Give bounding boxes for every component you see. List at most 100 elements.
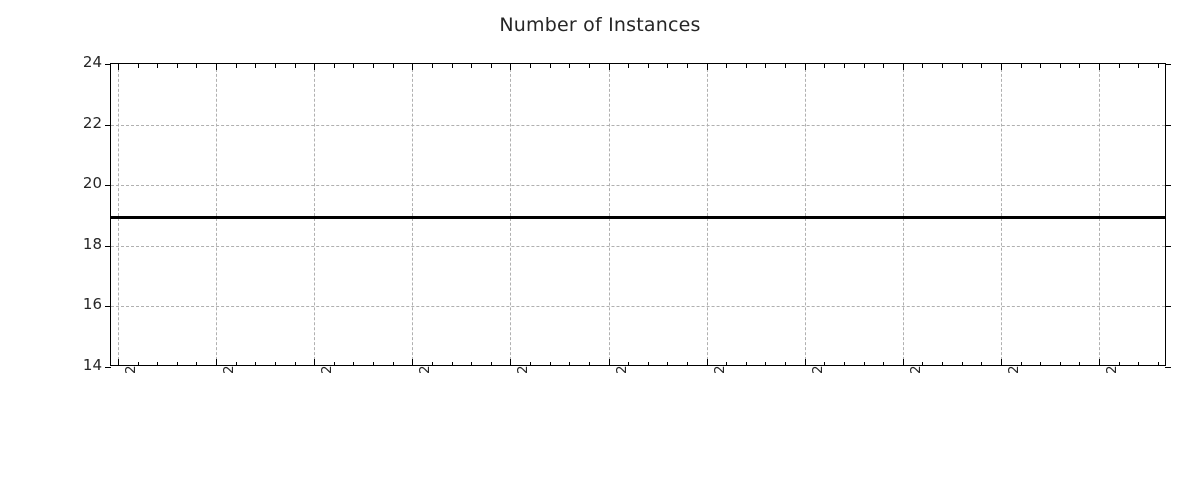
gridline-vertical — [608, 64, 610, 365]
x-tick-minor — [569, 64, 571, 68]
x-tick-minor — [353, 64, 355, 68]
x-tick-minor — [274, 361, 276, 365]
y-tick — [105, 185, 111, 187]
y-tick — [105, 245, 111, 247]
x-tick-minor — [137, 361, 139, 365]
x-tick-minor — [863, 361, 865, 365]
x-tick-minor — [588, 64, 590, 68]
plot-area — [105, 63, 1171, 368]
y-tick — [105, 367, 111, 368]
y-tick-label: 24 — [82, 53, 102, 71]
x-tick-minor — [255, 64, 257, 68]
x-tick-major — [510, 359, 512, 365]
gridline-vertical — [412, 64, 414, 365]
gridline-vertical — [1099, 64, 1100, 365]
x-tick-minor — [196, 64, 198, 68]
x-tick-minor — [235, 64, 237, 68]
x-tick-minor — [942, 64, 944, 68]
x-tick-minor — [176, 64, 178, 68]
x-tick-minor — [490, 64, 492, 68]
x-tick-minor — [647, 361, 649, 365]
y-tick — [105, 64, 111, 65]
x-tick-minor — [137, 64, 139, 68]
x-tick-minor — [1118, 64, 1120, 68]
x-tick-major — [314, 359, 316, 365]
x-tick-minor — [1138, 64, 1140, 68]
x-tick-major — [706, 64, 708, 70]
y-tick-label: 14 — [82, 356, 102, 374]
gridline-vertical — [216, 64, 218, 365]
x-tick-minor — [1040, 361, 1042, 365]
x-tick-minor — [628, 361, 630, 365]
x-tick-minor — [1059, 64, 1061, 68]
y-tick-label: 16 — [82, 295, 102, 314]
x-tick-minor — [1059, 361, 1061, 365]
y-tick-label: 22 — [82, 113, 102, 132]
x-tick-minor — [431, 361, 433, 365]
x-tick-minor — [843, 361, 845, 365]
x-tick-minor — [883, 361, 885, 365]
series-line — [111, 215, 1165, 219]
y-tick-label: 18 — [82, 234, 102, 253]
x-tick-minor — [667, 64, 669, 68]
y-tick — [105, 306, 111, 308]
gridline-horizontal — [111, 245, 1165, 247]
x-tick-major — [902, 359, 904, 365]
x-tick-minor — [922, 361, 924, 365]
x-tick-major — [118, 359, 119, 365]
x-tick-minor — [863, 64, 865, 68]
gridline-horizontal — [111, 306, 1165, 308]
y-tick — [1165, 367, 1171, 368]
x-tick-major — [412, 64, 414, 70]
x-tick-minor — [745, 64, 747, 68]
x-tick-major — [804, 64, 806, 70]
x-tick-minor — [333, 361, 335, 365]
x-tick-minor — [628, 64, 630, 68]
x-tick-minor — [785, 64, 787, 68]
x-tick-minor — [471, 64, 473, 68]
x-tick-minor — [255, 361, 257, 365]
x-tick-minor — [843, 64, 845, 68]
x-tick-major — [314, 64, 316, 70]
x-tick-major — [902, 64, 904, 70]
gridline-vertical — [902, 64, 904, 365]
x-tick-minor — [1079, 361, 1081, 365]
x-tick-minor — [490, 361, 492, 365]
x-tick-minor — [981, 64, 983, 68]
y-tick — [105, 124, 111, 126]
y-tick — [1165, 245, 1171, 247]
x-tick-minor — [1079, 64, 1081, 68]
x-tick-minor — [353, 361, 355, 365]
x-tick-minor — [824, 361, 826, 365]
x-tick-minor — [667, 361, 669, 365]
x-tick-minor — [157, 361, 159, 365]
y-tick — [1165, 124, 1171, 126]
x-tick-minor — [471, 361, 473, 365]
gridline-vertical — [118, 64, 119, 365]
x-tick-minor — [549, 64, 551, 68]
x-tick-minor — [196, 361, 198, 365]
x-tick-minor — [686, 64, 688, 68]
gridline-vertical — [1000, 64, 1002, 365]
x-tick-minor — [431, 64, 433, 68]
x-tick-minor — [392, 64, 394, 68]
x-tick-major — [1000, 359, 1002, 365]
x-tick-minor — [1020, 361, 1022, 365]
x-tick-minor — [961, 361, 963, 365]
gridline-vertical — [706, 64, 708, 365]
x-tick-minor — [1020, 64, 1022, 68]
gridline-vertical — [804, 64, 806, 365]
y-tick — [1165, 306, 1171, 308]
gridline-horizontal — [111, 185, 1165, 187]
x-tick-minor — [530, 64, 532, 68]
x-tick-minor — [235, 361, 237, 365]
x-tick-minor — [981, 361, 983, 365]
x-tick-minor — [765, 361, 767, 365]
gridline-horizontal — [111, 124, 1165, 126]
gridline-vertical — [510, 64, 512, 365]
x-tick-major — [1099, 359, 1100, 365]
x-tick-major — [608, 359, 610, 365]
x-tick-minor — [1157, 361, 1159, 365]
x-tick-major — [510, 64, 512, 70]
